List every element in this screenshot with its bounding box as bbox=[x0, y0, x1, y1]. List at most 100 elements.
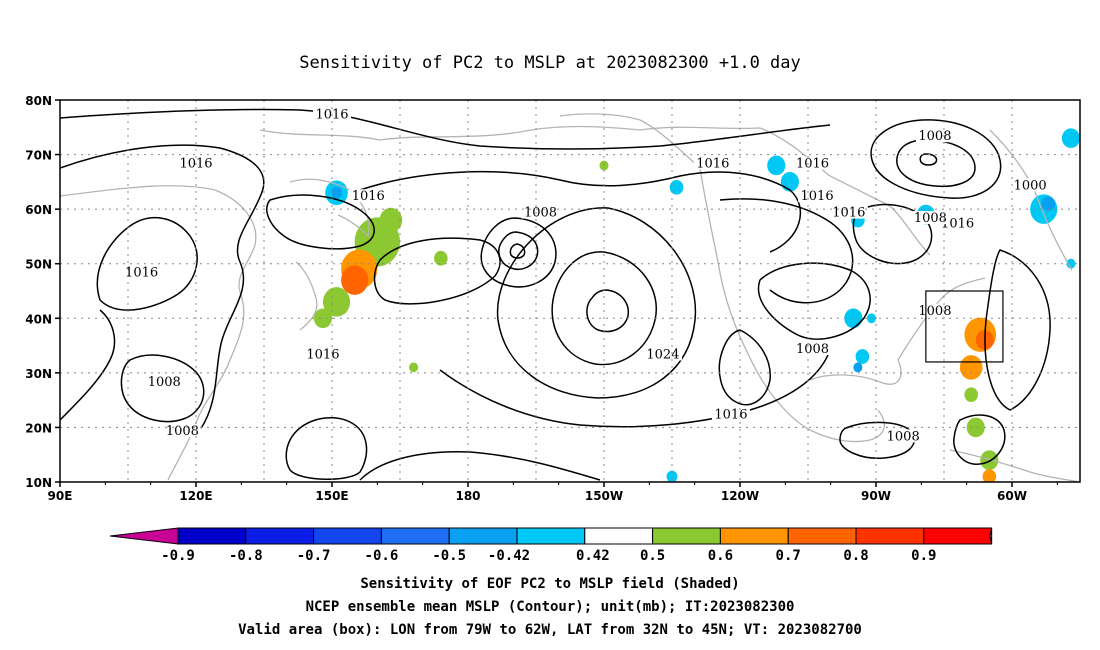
contour-low-greenland-core bbox=[919, 153, 938, 166]
negative-sensitivity-patch bbox=[331, 186, 342, 199]
contour-label-background bbox=[793, 342, 832, 356]
coastline-kamchatka bbox=[289, 178, 370, 238]
colorbar-label: -0.7 bbox=[297, 548, 331, 564]
contour-label-background bbox=[313, 107, 351, 121]
negative-sensitivity-patch bbox=[669, 179, 684, 195]
contour-label-background bbox=[793, 156, 832, 170]
contour-low-greenland bbox=[870, 119, 1002, 199]
negative-sensitivity-patch bbox=[866, 313, 876, 324]
contour-label: 1008 bbox=[914, 211, 947, 226]
contour-1008-hudson bbox=[852, 203, 933, 265]
negative-sensitivity-patch bbox=[844, 308, 863, 329]
contour-label: 1008 bbox=[166, 424, 199, 439]
colorbar-segment bbox=[584, 527, 654, 545]
contour-label: 1016 bbox=[352, 189, 385, 204]
contour-label: 1008 bbox=[918, 129, 951, 144]
lon-tick-label: 90W bbox=[861, 489, 891, 503]
colorbar-label: -0.5 bbox=[432, 548, 466, 564]
colorbar-segment bbox=[313, 527, 382, 545]
negative-sensitivity-patch bbox=[1041, 196, 1056, 212]
colorbar-label: -0.9 bbox=[161, 548, 195, 564]
contour-1008-sw bbox=[718, 329, 771, 406]
lat-tick-label: 70N bbox=[25, 149, 52, 163]
positive-sensitivity-patch bbox=[959, 355, 983, 380]
coastline-canada bbox=[759, 127, 931, 256]
contour-1016-south bbox=[359, 451, 601, 481]
contour-label: 1016 bbox=[306, 347, 339, 362]
valid-area-box bbox=[925, 290, 1004, 363]
contour-label-background bbox=[303, 347, 342, 361]
negative-sensitivity-patch bbox=[855, 349, 870, 364]
coastline-east-us bbox=[897, 277, 986, 361]
colorbar: -0.9 -0.8 -0.7 -0.6 -0.5 -0.42 0.42 0.5 0.6 0.7 0.… bbox=[109, 527, 993, 564]
contour-1016-arctic bbox=[60, 108, 831, 150]
colorbar-label: -0.42 bbox=[488, 548, 530, 564]
contour-label-background bbox=[915, 129, 954, 143]
plot-title: Sensitivity of PC2 to MSLP at 2023082300… bbox=[299, 53, 801, 73]
colorbar-segment bbox=[923, 527, 993, 545]
contour-label: 1016 bbox=[801, 189, 834, 204]
positive-sensitivity-patch bbox=[379, 207, 403, 233]
contour-label: 1008 bbox=[796, 342, 829, 357]
contour-1008-atl-sub bbox=[953, 414, 1006, 465]
negative-sensitivity-patch bbox=[767, 155, 786, 176]
contour-label-background bbox=[711, 407, 750, 421]
latitude-axis: 80N 70N 60N 50N 40N 30N 20N 10N bbox=[25, 94, 60, 490]
contour-label: 1016 bbox=[696, 156, 729, 171]
colorbar-label: 0.42 bbox=[576, 548, 610, 564]
contour-label-background bbox=[122, 265, 161, 279]
colorbar-label: -0.8 bbox=[229, 548, 263, 564]
lat-tick-label: 40N bbox=[25, 312, 52, 326]
contour-low-bering-inner bbox=[498, 231, 539, 270]
contour-low-bering bbox=[480, 217, 557, 288]
coastline-arctic bbox=[259, 125, 761, 141]
coastline-japan bbox=[295, 261, 318, 331]
coastline-east-asia bbox=[60, 185, 257, 481]
lon-tick-label: 120W bbox=[721, 489, 759, 503]
negative-sensitivity-patch bbox=[780, 172, 799, 192]
coastline-north-america bbox=[699, 167, 886, 443]
lon-tick-label: 150W bbox=[585, 489, 623, 503]
lon-tick-label: 150E bbox=[315, 489, 348, 503]
negative-sensitivity-patch bbox=[1066, 258, 1076, 269]
positive-sensitivity-patch bbox=[966, 417, 985, 438]
lon-tick-label: 90E bbox=[48, 489, 73, 503]
positive-sensitivity-patch bbox=[341, 265, 369, 295]
contour-label: 1016 bbox=[714, 408, 747, 423]
contour-1008-ind bbox=[120, 354, 205, 423]
colorbar-segment bbox=[380, 527, 450, 545]
coastline-south-america bbox=[949, 449, 1080, 482]
map-frame bbox=[59, 99, 1081, 483]
contour-label-background bbox=[145, 374, 184, 388]
caption-line-2: NCEP ensemble mean MSLP (Contour); unit(… bbox=[306, 599, 795, 615]
contour-label: 1008 bbox=[524, 206, 557, 221]
lat-lon-grid bbox=[60, 100, 1080, 482]
contour-high-npacific bbox=[496, 207, 697, 399]
lat-tick-label: 30N bbox=[25, 367, 52, 381]
contour-label: 1008 bbox=[918, 304, 951, 319]
lon-tick-label: 120E bbox=[179, 489, 212, 503]
colorbar-label: 0.9 bbox=[911, 548, 936, 564]
contour-label: 1016 bbox=[796, 156, 829, 171]
lat-tick-label: 10N bbox=[25, 476, 52, 490]
contour-high-npacific-inner bbox=[551, 251, 657, 366]
colorbar-label: 0.7 bbox=[776, 548, 801, 564]
mslp-contours bbox=[60, 108, 1051, 481]
colorbar-label: 0.6 bbox=[708, 548, 733, 564]
contour-1016-sw-indian bbox=[60, 309, 116, 421]
coastlines bbox=[60, 113, 1080, 482]
colorbar-segment bbox=[855, 527, 925, 545]
negative-sensitivity-patch bbox=[1061, 128, 1080, 149]
contour-label-background bbox=[1011, 178, 1050, 192]
contour-label-background bbox=[911, 211, 950, 225]
colorbar-label: -0.6 bbox=[365, 548, 399, 564]
colorbar-segment bbox=[652, 527, 721, 545]
contour-label-background bbox=[349, 189, 388, 203]
longitude-axis: 90E 120E 150E 180 150W 120W 90W 60W bbox=[48, 482, 1058, 503]
contour-label: 1008 bbox=[148, 375, 181, 390]
colorbar-segment bbox=[177, 527, 247, 545]
contour-low-greenland-inner bbox=[896, 139, 976, 188]
positive-sensitivity-patch bbox=[409, 362, 419, 373]
